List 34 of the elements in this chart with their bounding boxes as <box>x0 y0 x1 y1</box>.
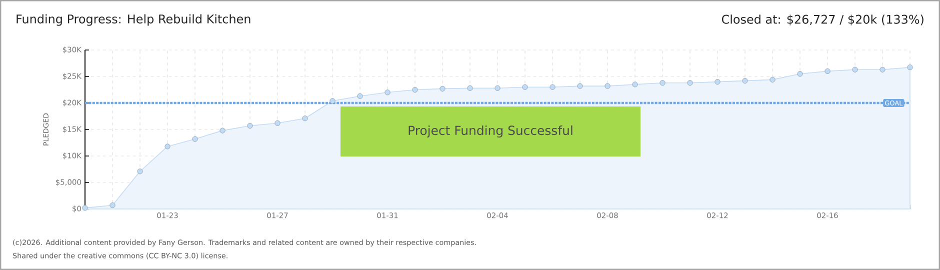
chart-subtitle: Closed at: $26,727 / $20k (133%) <box>722 14 924 26</box>
point <box>577 83 583 89</box>
point <box>330 98 336 104</box>
point <box>384 90 390 96</box>
point <box>797 71 803 77</box>
point <box>742 78 748 84</box>
point <box>247 122 253 129</box>
point <box>192 136 198 142</box>
point <box>852 66 858 72</box>
point <box>467 85 473 91</box>
point <box>137 168 143 174</box>
point <box>412 86 418 93</box>
point <box>440 86 446 92</box>
annotation: Project Funding Successful <box>408 125 572 138</box>
point <box>522 84 528 90</box>
point <box>550 84 556 90</box>
point <box>220 128 226 134</box>
point <box>110 202 116 208</box>
point <box>660 80 666 86</box>
point <box>494 85 500 91</box>
point <box>604 83 610 89</box>
point <box>770 76 776 82</box>
point <box>714 79 720 85</box>
point <box>687 80 693 86</box>
point <box>632 82 638 88</box>
point <box>164 144 170 150</box>
point <box>82 205 88 211</box>
point <box>357 93 363 99</box>
point <box>302 116 308 122</box>
point <box>880 66 886 72</box>
point <box>907 64 913 70</box>
chart-title: Funding Progress: Help Rebuild Kitchen <box>16 14 250 26</box>
point <box>824 68 830 74</box>
point <box>274 120 280 126</box>
